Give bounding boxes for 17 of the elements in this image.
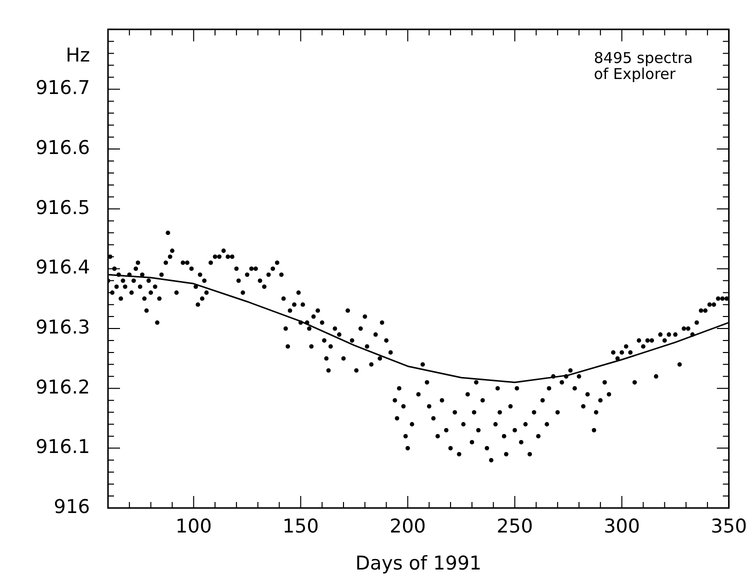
annotation: 8495 spectra of Explorer	[594, 48, 693, 83]
y-tick-label: 916.5	[36, 196, 90, 219]
y-axis-title: Hz	[66, 44, 90, 66]
x-tick-label: 350	[710, 515, 747, 538]
x-tick-label: 100	[176, 515, 212, 538]
y-tick-label: 916.1	[36, 436, 90, 458]
x-tick-label: 200	[390, 515, 426, 538]
y-tick-label: 916.6	[36, 136, 90, 159]
x-axis-title: Days of 1991	[355, 552, 482, 575]
y-tick-label: 916.3	[36, 316, 90, 338]
x-tick-label: 300	[604, 515, 640, 538]
y-tick-label: 916.2	[36, 376, 90, 398]
y-tick-label: 916	[54, 496, 90, 518]
y-tick-label: 916.4	[36, 256, 90, 279]
y-tick-label: 916.7	[36, 77, 90, 100]
x-tick-label: 150	[282, 515, 319, 538]
x-tick-label: 250	[496, 515, 533, 538]
